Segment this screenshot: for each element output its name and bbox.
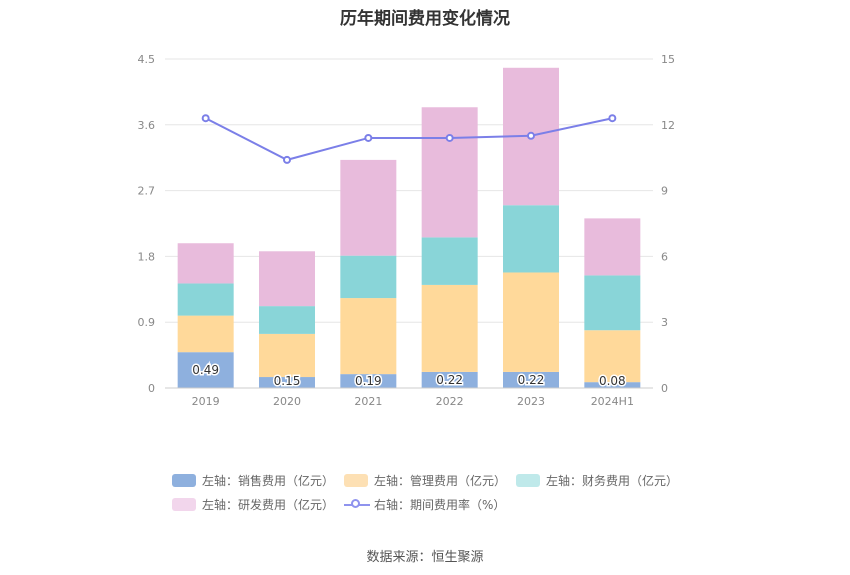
data-source: 数据来源：恒生聚源 (366, 550, 484, 565)
bar-segment (584, 330, 641, 383)
y-right-tick-label: 12 (661, 119, 675, 132)
legend-label-rd: 左轴：研发费用（亿元） (202, 498, 335, 512)
legend-item-sales[interactable]: 左轴：销售费用（亿元） (172, 472, 334, 489)
bar-segment (421, 284, 478, 372)
bar-segment (421, 371, 478, 388)
legend-label-sales: 左轴：销售费用（亿元） (202, 474, 335, 488)
y-left-tick-label: 0 (148, 382, 155, 395)
bar-segment (177, 283, 234, 316)
legend-label-admin: 左轴：管理费用（亿元） (374, 474, 507, 488)
x-tick-label: 2022 (436, 395, 464, 408)
legend-label-finance: 左轴：财务费用（亿元） (546, 474, 679, 488)
y-left-tick-label: 2.7 (138, 185, 156, 198)
x-tick-label: 2020 (273, 395, 301, 408)
bar-segment (259, 251, 315, 307)
legend-item-admin[interactable]: 左轴：管理费用（亿元） (344, 472, 506, 489)
data-label: 0.19 (355, 374, 382, 388)
rate-point (445, 133, 454, 142)
bar-segment (177, 352, 234, 388)
legend-swatch-admin (344, 474, 368, 487)
data-labels: 0.49 0.15 0.19 0.22 0.22 0.08 (191, 362, 627, 390)
y-left-tick-label: 4.5 (138, 53, 156, 66)
rate-point (283, 155, 291, 164)
bar-segment (421, 107, 478, 238)
rate-point (608, 114, 617, 123)
x-tick-label: 2024H1 (591, 395, 634, 408)
bar-segment (421, 237, 478, 285)
bar-segment (584, 275, 641, 331)
rate-line (205, 117, 613, 161)
chart-title: 历年期间费用变化情况 (340, 9, 510, 29)
legend-swatch-finance (516, 474, 540, 487)
y-right-tick-label: 3 (661, 316, 668, 329)
bar-segment (259, 333, 315, 378)
bar-segment (584, 382, 641, 388)
axes: 0 0.9 1.8 2.7 3.6 4.5 0 3 6 9 12 15 2019 2020 2021 2022… (138, 53, 676, 408)
legend-line-icon (344, 498, 370, 511)
legend-label-rate: 右轴：期间费用率（%） (374, 498, 506, 512)
legend-item-rate[interactable]: 右轴：期间费用率（%） (344, 496, 505, 513)
y-right-tick-label: 15 (661, 53, 675, 66)
x-tick-label: 2021 (354, 395, 382, 408)
rate-point (364, 133, 373, 142)
y-right-tick-label: 6 (661, 250, 668, 263)
y-left-tick-label: 3.6 (138, 119, 156, 132)
bar-segment (503, 205, 559, 273)
data-label: 0.15 (274, 374, 301, 388)
bar-segment (340, 298, 397, 375)
legend-item-rd[interactable]: 左轴：研发费用（亿元） (172, 496, 334, 513)
bar-segment (259, 377, 315, 388)
bar-segment (177, 243, 234, 284)
x-tick-label: 2019 (192, 395, 220, 408)
rate-point (527, 131, 535, 140)
bar-segment (340, 255, 397, 299)
bar-segment (503, 371, 559, 388)
y-right-tick-label: 0 (661, 382, 668, 395)
legend-item-finance[interactable]: 左轴：财务费用（亿元） (516, 472, 678, 489)
bar-segment (259, 306, 315, 334)
x-tick-label: 2023 (517, 395, 545, 408)
bar-segment (584, 218, 641, 276)
y-right-tick-label: 9 (661, 185, 668, 198)
data-label: 0.49 (192, 363, 219, 377)
bar-stacks (177, 67, 641, 388)
data-label: 0.22 (518, 373, 545, 387)
grid-lines (165, 58, 653, 323)
data-label: 0.22 (436, 373, 463, 387)
data-label: 0.08 (599, 374, 626, 388)
expense-rate-line (201, 114, 617, 164)
bar-segment (177, 315, 234, 353)
y-left-tick-label: 0.9 (138, 316, 156, 329)
legend-swatch-rd (172, 498, 196, 511)
rate-point (201, 114, 210, 123)
y-left-tick-label: 1.8 (138, 250, 156, 263)
legend-swatch-sales (172, 474, 196, 487)
bar-segment (503, 272, 559, 372)
bar-segment (340, 159, 397, 256)
bar-segment (340, 374, 397, 388)
